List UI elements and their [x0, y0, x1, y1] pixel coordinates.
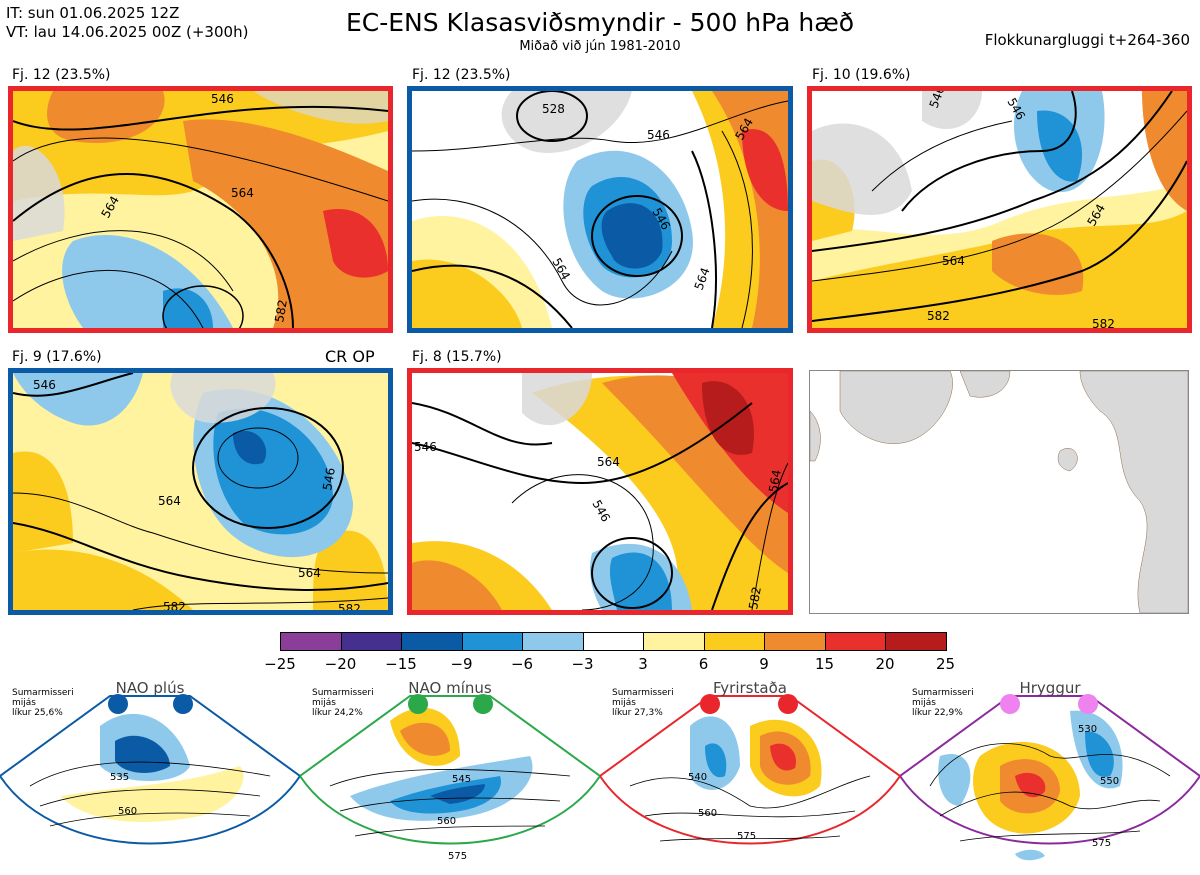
p3-contour-label-5: 582 — [927, 309, 950, 323]
regime-1-label-1: 535 — [110, 772, 129, 783]
empty-map-panel — [809, 370, 1189, 614]
p5-contour-label-4: 564 — [572, 608, 595, 610]
panel-5-label: Fj. 8 (15.7%) — [412, 349, 502, 365]
classification-window: Flokkunargluggi t+264-360 — [984, 31, 1190, 49]
p4-contour-label-5: 582 — [163, 600, 186, 610]
panel-3-label: Fj. 10 (19.6%) — [812, 67, 911, 83]
p2-contour-label-1: 528 — [542, 102, 565, 116]
p5-contour-label-5: 564 — [766, 469, 784, 494]
p5-contour-label-1: 546 — [414, 440, 437, 454]
colorbar-tick-label: 20 — [875, 655, 895, 673]
colorbar-tick-label: 6 — [698, 655, 709, 673]
colorbar-tick-label: 25 — [935, 655, 956, 673]
panel-4-label: Fj. 9 (17.6%) — [12, 349, 102, 365]
regime-nao-plus: Sumarmisseri mijás líkur 25,6% NAO plús … — [0, 676, 302, 871]
initial-time: IT: sun 01.06.2025 12Z — [6, 4, 180, 22]
panel-2-label: Fj. 12 (23.5%) — [412, 67, 511, 83]
map-panel-3[interactable]: 546 546 564 564 582 582 — [807, 86, 1192, 333]
regime-4-map: 530 550 575 — [898, 694, 1200, 861]
regime-2-label-2: 560 — [437, 816, 456, 827]
regime-3-map: 540 560 575 — [598, 694, 902, 845]
colorbar-segment — [340, 632, 402, 651]
p4-contour-label-4: 564 — [298, 566, 321, 580]
map-panel-5[interactable]: 546 546 564 564 564 582 — [407, 368, 793, 615]
regime-3-label-1: 540 — [688, 772, 707, 783]
p5-contour-label-3: 564 — [597, 455, 620, 469]
colorbar-segment — [643, 632, 705, 651]
colorbar-segment — [764, 632, 826, 651]
p2-contour-label-2: 546 — [647, 128, 670, 142]
colorbar-segment — [824, 632, 886, 651]
colorbar-tick-label: −6 — [510, 655, 534, 673]
colorbar-tick-label: −20 — [324, 655, 357, 673]
regime-4-label-3: 575 — [1092, 838, 1111, 849]
colorbar-tick-label: −25 — [264, 655, 296, 673]
panel-1-map: 546 564 564 582 — [13, 91, 388, 328]
regime-2-map: 545 560 575 — [298, 694, 602, 862]
colorbar-segment — [461, 632, 523, 651]
panel-4-map: 546 546 564 564 582 582 — [13, 373, 388, 610]
regime-4-note: Sumarmisseri mijás líkur 22,9% — [912, 688, 974, 718]
map-panel-4[interactable]: 546 546 564 564 582 582 — [8, 368, 393, 615]
regime-nao-minus: Sumarmisseri mijás líkur 24,2% NAO mínus… — [298, 676, 602, 871]
regime-1-label-2: 560 — [118, 806, 137, 817]
colorbar-tick-label: −9 — [450, 655, 473, 673]
colorbar-segment — [280, 632, 342, 651]
colorbar-segment — [522, 632, 584, 651]
regime-3-label-2: 560 — [698, 808, 717, 819]
map-panel-1[interactable]: 546 564 564 582 — [8, 86, 393, 333]
panel-1-label: Fj. 12 (23.5%) — [12, 67, 111, 83]
p4-contour-label-1: 546 — [33, 378, 56, 392]
colorbar-segment — [401, 632, 463, 651]
p1-contour-label-4: 582 — [272, 299, 290, 324]
panel-3-map: 546 546 564 564 582 582 — [812, 91, 1187, 328]
regime-3-label-3: 575 — [737, 831, 756, 842]
p5-contour-label-6: 582 — [746, 586, 764, 610]
regime-ridge: Sumarmisseri mijás líkur 22,9% Hryggur 5… — [898, 676, 1200, 871]
regime-3-title: Fyrirstaða — [713, 679, 787, 697]
regime-2-label-1: 545 — [452, 774, 471, 785]
regime-1-map: 535 560 — [0, 694, 302, 845]
colorbar-tick-label: −3 — [571, 655, 594, 673]
p3-contour-label-6: 582 — [1092, 317, 1115, 328]
colorbar-tick-label: 15 — [814, 655, 835, 673]
valid-time: VT: lau 14.06.2025 00Z (+300h) — [6, 23, 249, 41]
regime-2-note: Sumarmisseri mijás líkur 24,2% — [312, 688, 374, 718]
regime-4-label-1: 530 — [1078, 724, 1097, 735]
map-panel-2[interactable]: 528 546 546 564 564 564 — [407, 86, 793, 333]
colorbar-segment — [885, 632, 947, 651]
colorbar-segment — [703, 632, 765, 651]
panel-2-map: 528 546 546 564 564 564 — [412, 91, 788, 328]
page-subtitle: Miðað við jún 1981-2010 — [519, 39, 681, 54]
regime-1-note: Sumarmisseri mijás líkur 25,6% — [12, 688, 74, 718]
p4-contour-label-2: 546 — [320, 467, 338, 492]
colorbar — [280, 632, 947, 651]
regime-blocking: Sumarmisseri mijás líkur 27,3% Fyrirstað… — [598, 676, 902, 871]
regime-4-title: Hryggur — [1019, 679, 1081, 697]
p4-contour-label-3: 564 — [158, 494, 181, 508]
panel-5-map: 546 546 564 564 564 582 — [412, 373, 788, 610]
p4-contour-label-6: 582 — [338, 602, 361, 610]
p1-contour-label-1: 546 — [211, 92, 234, 106]
header-info: IT: sun 01.06.2025 12Z VT: lau 14.06.202… — [6, 4, 248, 42]
colorbar-tick-label: −15 — [385, 655, 417, 673]
colorbar-tick-label: 3 — [638, 655, 648, 673]
regime-1-title: NAO plús — [115, 679, 185, 697]
page-title: EC-ENS Klasasviðsmyndir - 500 hPa hæð — [345, 8, 855, 37]
regime-2-label-3: 575 — [448, 851, 467, 862]
colorbar-tick-label: 9 — [759, 655, 769, 673]
p1-contour-label-3: 564 — [231, 186, 254, 200]
regime-2-title: NAO mínus — [408, 679, 492, 697]
p3-contour-label-3: 564 — [942, 254, 965, 268]
colorbar-segment — [582, 632, 644, 651]
cr-op-annotation: CR OP — [325, 347, 375, 366]
empty-map-land — [810, 371, 1188, 613]
regime-4-label-2: 550 — [1100, 776, 1119, 787]
regime-3-note: Sumarmisseri mijás líkur 27,3% — [612, 688, 674, 718]
